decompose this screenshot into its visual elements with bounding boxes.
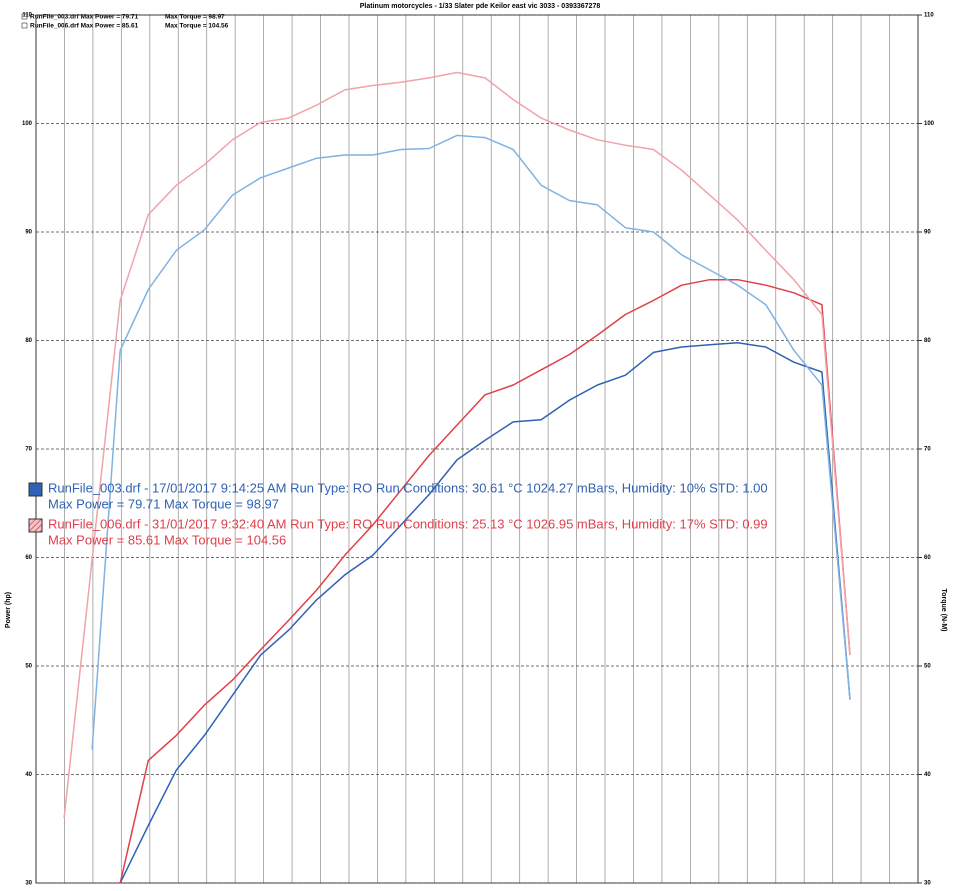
y-tick-label: 60: [25, 555, 32, 561]
y2-tick-label: 90: [924, 230, 931, 236]
y2-tick-label: 30: [924, 881, 931, 887]
y2-tick-label: 60: [924, 555, 931, 561]
y2-tick-label: 110: [924, 13, 934, 19]
data-line: [119, 278, 851, 884]
y-tick-label: 110: [22, 13, 32, 19]
legend-label: RunFile_003.drf Max Power = 79.71: [30, 14, 139, 21]
y2-tick-label: 50: [924, 664, 931, 670]
y-tick-label: 50: [25, 664, 32, 670]
annotation-swatch: [28, 518, 43, 533]
y-tick-label: 40: [25, 772, 32, 778]
annotation-text: Max Power = 85.61 Max Torque = 104.56: [48, 532, 286, 547]
data-line: [119, 341, 851, 884]
legend-swatch: [21, 13, 28, 20]
y-tick-label: 80: [25, 338, 32, 344]
annotation-text: RunFile_006.drf - 31/01/2017 9:32:40 AM …: [48, 516, 768, 531]
annotation-swatch: [28, 482, 43, 497]
y2-axis-label: Torque (N-M): [940, 588, 947, 631]
y-tick-label: 30: [25, 881, 32, 887]
y2-tick-label: 100: [924, 121, 935, 127]
y-tick-label: 90: [25, 230, 32, 236]
annotation-text: Max Power = 79.71 Max Torque = 98.97: [48, 496, 279, 511]
legend-label: Max Torque = 98.97: [165, 14, 225, 21]
y2-tick-label: 40: [924, 772, 931, 778]
legend-label: Max Torque = 104.56: [165, 23, 229, 30]
annotation-text: RunFile_003.drf - 17/01/2017 9:14:25 AM …: [48, 480, 768, 495]
legend-label: RunFile_006.drf Max Power = 85.61: [30, 23, 139, 30]
y-tick-label: 100: [22, 121, 33, 127]
data-line: [63, 71, 851, 818]
y2-tick-label: 70: [924, 447, 931, 453]
y-tick-label: 70: [25, 447, 32, 453]
data-line: [91, 134, 851, 750]
legend-swatch: [21, 22, 28, 29]
y2-tick-label: 80: [924, 338, 931, 344]
chart-title: Platinum motorcycles - 1/33 Slater pde K…: [360, 3, 601, 10]
y-axis-label: Power (hp): [5, 592, 12, 628]
